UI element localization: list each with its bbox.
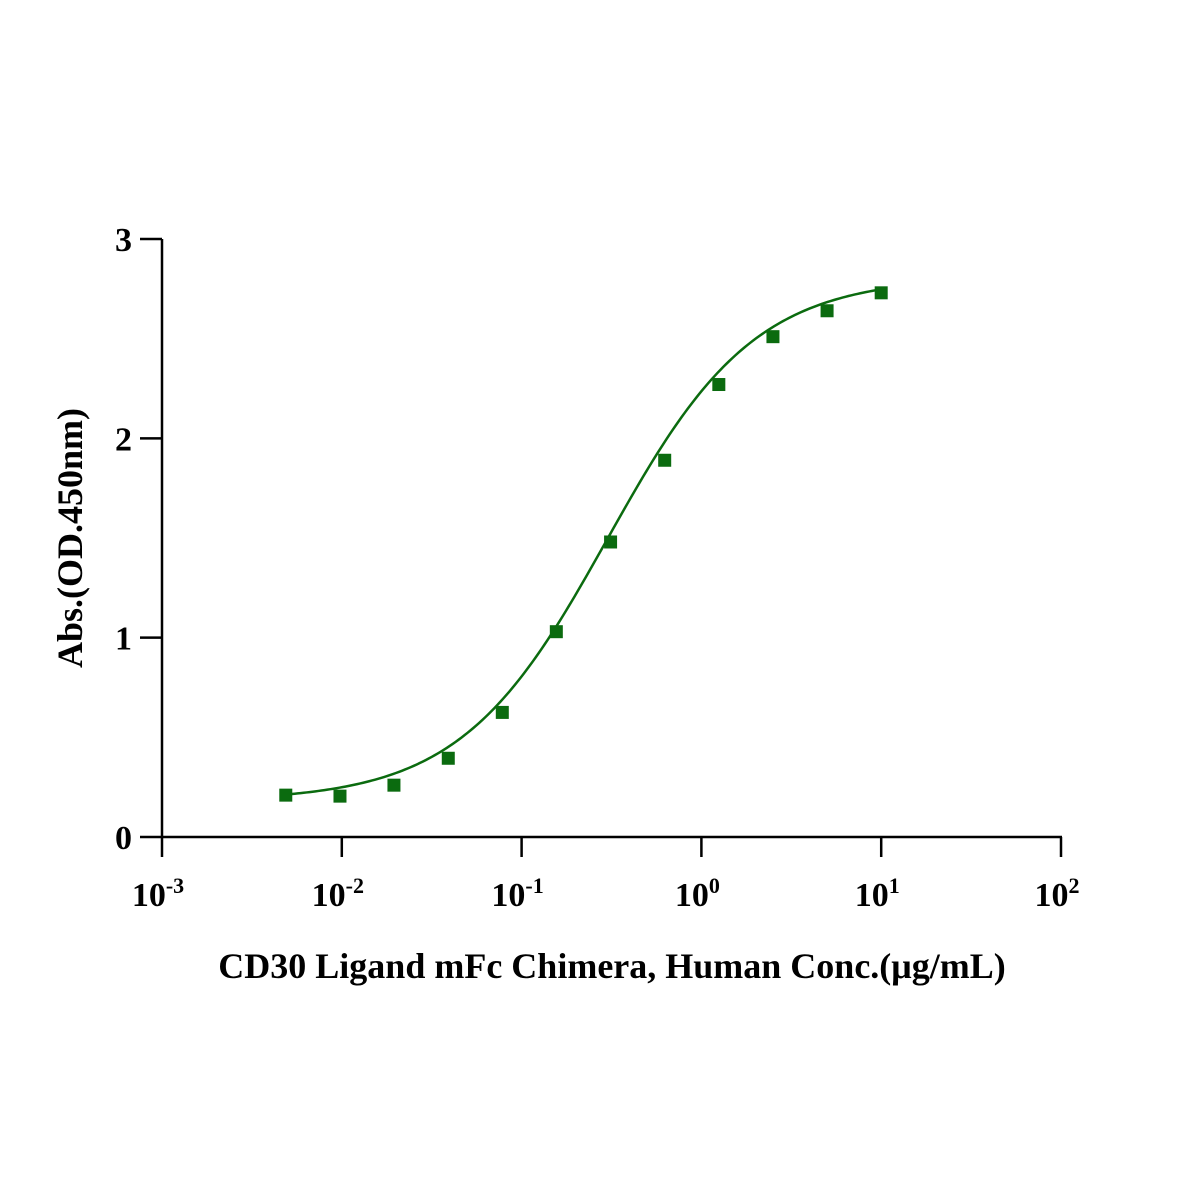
x-tick-label: 10-2 [312,873,364,914]
data-point [766,330,780,344]
x-tick-label: 102 [1035,873,1080,914]
data-point [333,789,347,803]
data-point [495,705,509,719]
y-tick-label: 3 [115,222,132,259]
y-axis-label: Abs.(OD.450nm) [50,408,90,668]
data-point [604,535,618,549]
data-point [658,453,672,467]
data-point [712,378,726,392]
x-tick-label: 10-1 [491,873,543,914]
data-point [820,304,834,318]
axes: 0 1 2 3 10-3 10-2 10-1 100 101 102 [115,222,1080,914]
x-tick-label: 100 [675,873,720,914]
y-tick-label: 1 [115,621,132,658]
data-point [549,625,563,639]
x-tick-label: 10-3 [132,873,184,914]
data-point [279,788,293,802]
x-axis-label: CD30 Ligand mFc Chimera, Human Conc.(μg/… [218,946,1005,986]
data-points-layer [279,286,888,803]
data-point [874,286,888,300]
y-tick-label: 2 [115,421,132,458]
y-tick-label: 0 [115,820,132,857]
data-point [387,778,401,792]
data-point [441,751,455,765]
fit-curve [285,288,882,796]
x-tick-label: 101 [855,873,900,914]
fit-curve-layer [285,288,882,796]
